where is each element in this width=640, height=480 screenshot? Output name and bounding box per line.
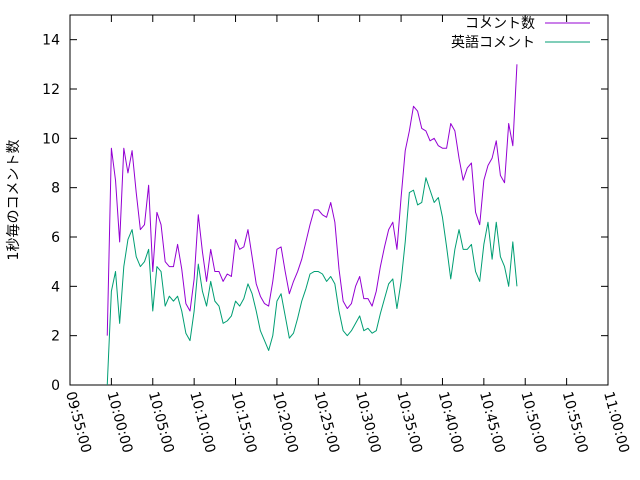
x-tick-label: 10:35:00: [393, 390, 425, 455]
series-lines: [106, 64, 518, 386]
x-tick-label: 10:50:00: [517, 390, 549, 455]
y-tick-label: 12: [42, 82, 60, 98]
x-tick-label: 10:10:00: [186, 390, 218, 455]
x-tick-label: 09:55:00: [62, 390, 94, 455]
x-tick-label: 10:20:00: [269, 390, 301, 455]
x-tick-label: 10:25:00: [310, 390, 342, 455]
x-tick-label: 10:15:00: [228, 390, 260, 455]
axes: 0 2 4 6 8 10 12 14 09:55:00 10:00:00 10:05:00 10:10…: [42, 14, 632, 455]
x-tick-label: 10:55:00: [559, 390, 591, 455]
legend-label: コメント数: [465, 16, 535, 32]
x-tick-label: 10:45:00: [476, 390, 508, 455]
y-tick-label: 4: [51, 279, 60, 295]
y-tick-label: 8: [51, 181, 60, 197]
x-tick-label: 10:40:00: [435, 390, 467, 455]
x-tick-label: 10:30:00: [352, 390, 384, 455]
x-tick-label: 10:00:00: [104, 390, 136, 455]
y-tick-label: 14: [42, 33, 60, 49]
series-line-2: [106, 177, 518, 386]
y-axis-title: 1秒毎のコメント数: [6, 140, 22, 261]
y-tick-label: 2: [51, 329, 60, 345]
y-tick-label: 6: [51, 230, 60, 246]
plot-frame: [69, 14, 609, 386]
y-tick-label: 0: [51, 378, 60, 394]
x-tick-label: 11:00:00: [600, 390, 632, 455]
legend-label: 英語コメント: [451, 34, 535, 51]
y-tick-label: 10: [42, 131, 60, 147]
x-tick-label: 10:05:00: [145, 390, 177, 455]
series-line-1: [106, 64, 518, 336]
